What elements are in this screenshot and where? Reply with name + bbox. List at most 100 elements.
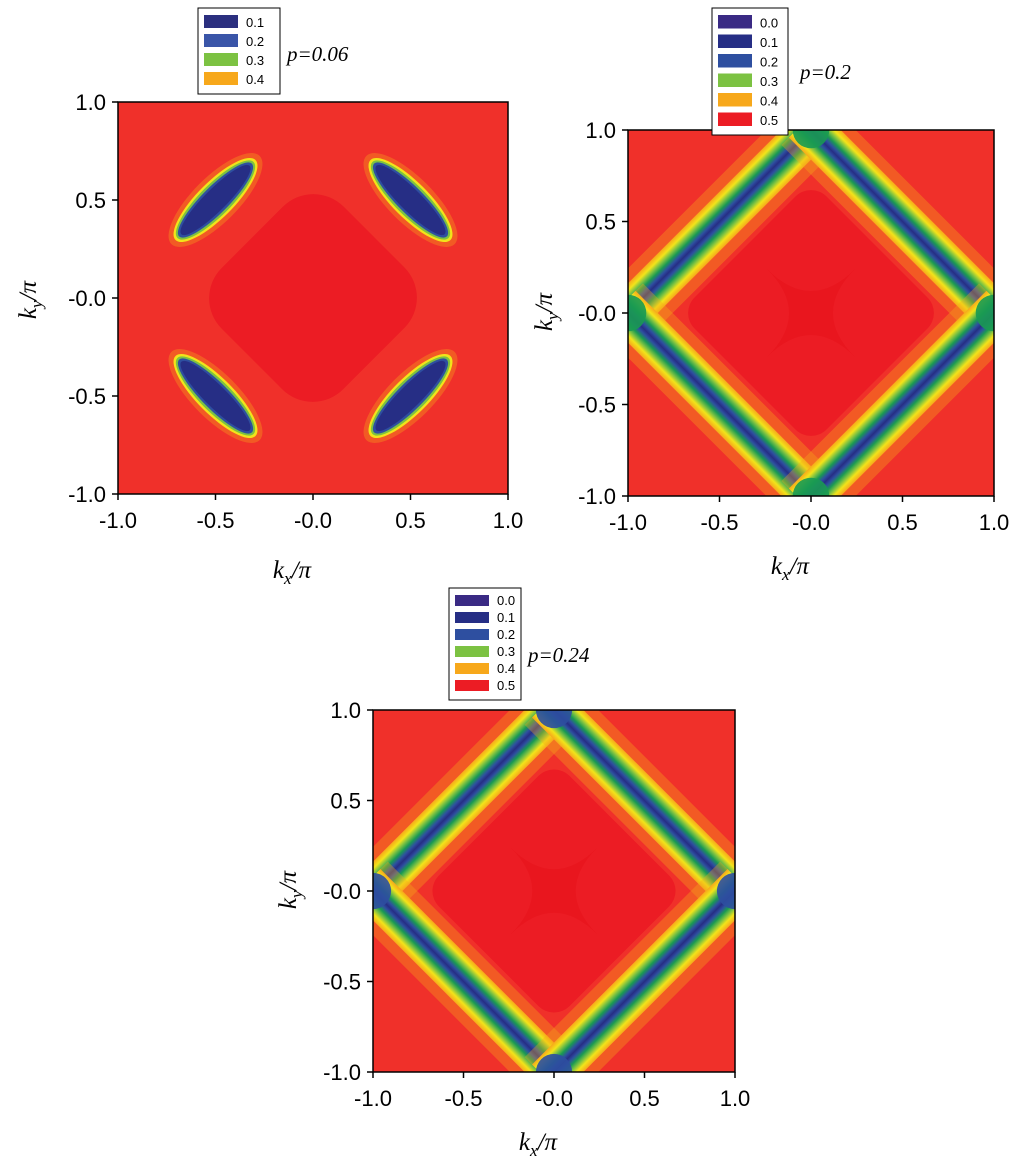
legend: 0.1 0.2 0.3 0.4 bbox=[197, 7, 281, 95]
band-4 bbox=[781, 283, 994, 496]
legend-label: 0.5 bbox=[760, 113, 778, 128]
legend-label: 0.4 bbox=[497, 661, 515, 676]
x-tick-label: -0.0 bbox=[294, 508, 332, 533]
junction-4 bbox=[716, 872, 735, 910]
junction-2 bbox=[535, 1053, 573, 1072]
x-tick-label: -1.0 bbox=[354, 1086, 392, 1111]
legend-swatch bbox=[718, 34, 752, 48]
y-tick-label: 0.5 bbox=[585, 210, 616, 235]
chart-panel-3: -1.0 -0.5 -0.0 0.5 1.0 -1.0 -0.5 -0.0 0.5 1.0 kx/π… bbox=[275, 587, 751, 1160]
legend-label: 0.1 bbox=[497, 610, 515, 625]
junction-1 bbox=[792, 130, 830, 149]
y-tick-label: 1.0 bbox=[330, 698, 361, 723]
y-tick-label: -0.5 bbox=[323, 970, 361, 995]
x-tick-label: -0.5 bbox=[445, 1086, 483, 1111]
legend-swatch bbox=[204, 72, 238, 85]
pocket-3 bbox=[168, 349, 263, 443]
legend-swatch bbox=[455, 663, 489, 674]
p-annotation: p=0.06 bbox=[285, 42, 349, 66]
legend-swatch bbox=[455, 629, 489, 640]
x-axis-label: kx/π bbox=[771, 553, 811, 584]
legend-label: 0.3 bbox=[246, 53, 264, 68]
legend-label: 0.3 bbox=[760, 74, 778, 89]
x-tick-label: -1.0 bbox=[99, 508, 137, 533]
p-annotation: p=0.2 bbox=[798, 60, 851, 84]
legend-label: 0.0 bbox=[760, 16, 778, 31]
legend-label: 0.1 bbox=[760, 35, 778, 50]
legend-swatch bbox=[718, 93, 752, 107]
x-axis-label: kx/π bbox=[273, 557, 313, 588]
legend-swatch bbox=[455, 680, 489, 691]
center-star bbox=[767, 269, 855, 357]
pocket-4 bbox=[363, 349, 458, 443]
y-tick-label: 0.5 bbox=[330, 789, 361, 814]
x-tick-label: 0.5 bbox=[887, 510, 918, 535]
plot-area bbox=[118, 102, 508, 494]
y-tick-label: -0.0 bbox=[578, 301, 616, 326]
legend-label: 0.4 bbox=[246, 72, 264, 87]
x-tick-label: -0.0 bbox=[792, 510, 830, 535]
legend-swatch bbox=[455, 646, 489, 657]
plot-area bbox=[373, 710, 735, 1072]
legend-swatch bbox=[455, 595, 489, 606]
legend-label: 0.2 bbox=[497, 627, 515, 642]
legend-swatch bbox=[204, 34, 238, 47]
legend-label: 0.5 bbox=[497, 678, 515, 693]
y-axis-label: ky/π bbox=[275, 869, 306, 909]
x-tick-label: -0.5 bbox=[701, 510, 739, 535]
legend-swatch bbox=[718, 112, 752, 126]
x-tick-label: 0.5 bbox=[395, 508, 426, 533]
band-2 bbox=[524, 710, 735, 921]
x-tick-label: -0.0 bbox=[535, 1086, 573, 1111]
center-star bbox=[510, 847, 598, 935]
y-tick-label: -0.0 bbox=[68, 286, 106, 311]
x-tick-label: 0.5 bbox=[629, 1086, 660, 1111]
junction-3 bbox=[628, 294, 647, 332]
y-tick-label: -1.0 bbox=[578, 484, 616, 509]
x-tick-label: -0.5 bbox=[197, 508, 235, 533]
band-3 bbox=[373, 861, 584, 1072]
junction-2 bbox=[792, 477, 830, 496]
x-axis-label: kx/π bbox=[519, 1129, 559, 1160]
y-axis-label: ky/π bbox=[531, 291, 562, 331]
x-tick-label: 1.0 bbox=[720, 1086, 751, 1111]
p-annotation: p=0.24 bbox=[526, 643, 590, 667]
chart-panel-1: -1.0 -0.5 -0.0 0.5 1.0 -1.0 -0.5 -0.0 0.5 1.0 kx/π… bbox=[15, 7, 524, 588]
legend-label: 0.4 bbox=[760, 94, 778, 109]
y-tick-label: -0.5 bbox=[68, 384, 106, 409]
legend-label: 0.2 bbox=[760, 55, 778, 70]
chart-panel-2: -1.0 -0.5 -0.0 0.5 1.0 -1.0 -0.5 -0.0 0.5 1.0 kx/π… bbox=[531, 7, 1010, 584]
band-2 bbox=[781, 130, 994, 343]
legend: 0.0 0.1 0.2 0.3 0.4 0.5 bbox=[448, 587, 522, 701]
legend-swatch bbox=[204, 15, 238, 28]
x-tick-label: 1.0 bbox=[979, 510, 1010, 535]
y-axis-label: ky/π bbox=[15, 279, 46, 319]
x-tick-label: -1.0 bbox=[609, 510, 647, 535]
legend-label: 0.3 bbox=[497, 644, 515, 659]
band-3 bbox=[628, 283, 841, 496]
y-tick-label: -0.5 bbox=[578, 393, 616, 418]
plot-area bbox=[628, 130, 994, 496]
x-tick-label: 1.0 bbox=[493, 508, 524, 533]
legend-label: 0.0 bbox=[497, 593, 515, 608]
legend: 0.0 0.1 0.2 0.3 0.4 0.5 bbox=[711, 7, 789, 136]
junction-1 bbox=[535, 710, 573, 729]
legend-swatch bbox=[204, 53, 238, 66]
y-tick-label: 0.5 bbox=[75, 188, 106, 213]
junction-3 bbox=[373, 872, 392, 910]
y-tick-label: -0.0 bbox=[323, 879, 361, 904]
y-tick-label: 1.0 bbox=[75, 90, 106, 115]
legend-swatch bbox=[718, 73, 752, 87]
legend-swatch bbox=[718, 54, 752, 68]
center-region bbox=[209, 194, 417, 402]
band-1 bbox=[628, 130, 841, 343]
legend-label: 0.2 bbox=[246, 34, 264, 49]
junction-4 bbox=[975, 294, 994, 332]
legend-swatch bbox=[455, 612, 489, 623]
legend-swatch bbox=[718, 15, 752, 29]
pocket-2 bbox=[363, 153, 458, 247]
band-1 bbox=[373, 710, 584, 921]
band-4 bbox=[524, 861, 735, 1072]
pocket-1 bbox=[168, 153, 263, 247]
